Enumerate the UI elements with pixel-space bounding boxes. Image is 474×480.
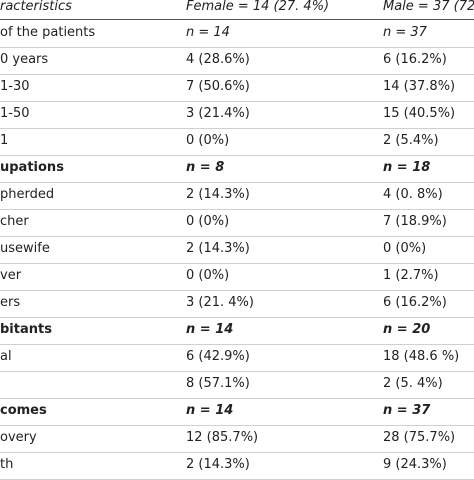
row-value: 18 (48.6 %) — [383, 349, 460, 364]
row-value: 6 (16.2%) — [383, 52, 447, 67]
row-rule — [0, 398, 474, 399]
row-label: of the patients — [0, 25, 96, 40]
header-cell: Female = 14 (27. 4%) — [186, 0, 330, 14]
row-value: 2 (5. 4%) — [383, 376, 443, 391]
row-rule — [0, 425, 474, 426]
row-value: 6 (42.9%) — [186, 349, 250, 364]
row-value: n = 14 — [186, 403, 234, 418]
row-value: n = 14 — [186, 322, 234, 337]
row-label: 1-50 — [0, 106, 30, 121]
row-value: 7 (18.9%) — [383, 214, 447, 229]
row-value: 6 (16.2%) — [383, 295, 447, 310]
row-rule — [0, 317, 474, 318]
row-value: 28 (75.7%) — [383, 430, 456, 445]
row-value: 2 (5.4%) — [383, 133, 439, 148]
row-value: 14 (37.8%) — [383, 79, 456, 94]
row-value: n = 18 — [383, 160, 431, 175]
row-rule — [0, 101, 474, 102]
row-rule — [0, 452, 474, 453]
row-label: usewife — [0, 241, 50, 256]
header-rule — [0, 19, 474, 20]
row-value: 3 (21. 4%) — [186, 295, 254, 310]
row-label: upations — [0, 160, 64, 175]
row-value: 0 (0%) — [186, 133, 230, 148]
row-value: n = 37 — [383, 403, 431, 418]
row-label: ers — [0, 295, 21, 310]
row-label: al — [0, 349, 12, 364]
row-value: 3 (21.4%) — [186, 106, 250, 121]
row-rule — [0, 74, 474, 75]
row-rule — [0, 155, 474, 156]
row-label: th — [0, 457, 14, 472]
header-cell: Male = 37 (72. — [383, 0, 474, 14]
row-label: bitants — [0, 322, 52, 337]
row-value: 4 (0. 8%) — [383, 187, 443, 202]
row-rule — [0, 182, 474, 183]
row-value: 2 (14.3%) — [186, 241, 250, 256]
row-label: pherded — [0, 187, 55, 202]
row-label: 1 — [0, 133, 9, 148]
header-cell: racteristics — [0, 0, 72, 14]
row-value: 4 (28.6%) — [186, 52, 250, 67]
row-value: 9 (24.3%) — [383, 457, 447, 472]
row-value: 2 (14.3%) — [186, 187, 250, 202]
row-rule — [0, 263, 474, 264]
row-rule — [0, 236, 474, 237]
row-value: n = 8 — [186, 160, 225, 175]
row-value: 1 (2.7%) — [383, 268, 439, 283]
row-rule — [0, 47, 474, 48]
row-rule — [0, 209, 474, 210]
row-value: 8 (57.1%) — [186, 376, 250, 391]
row-rule — [0, 290, 474, 291]
row-value: 0 (0%) — [186, 214, 230, 229]
row-label: cher — [0, 214, 29, 229]
row-value: 0 (0%) — [186, 268, 230, 283]
row-rule — [0, 344, 474, 345]
row-label: comes — [0, 403, 47, 418]
row-value: n = 37 — [383, 25, 427, 40]
row-value: 7 (50.6%) — [186, 79, 250, 94]
row-label: 1-30 — [0, 79, 30, 94]
row-value: n = 20 — [383, 322, 431, 337]
row-rule — [0, 371, 474, 372]
row-value: n = 14 — [186, 25, 230, 40]
row-label: 0 years — [0, 52, 49, 67]
row-label: ver — [0, 268, 22, 283]
row-value: 2 (14.3%) — [186, 457, 250, 472]
row-rule — [0, 128, 474, 129]
row-value: 0 (0%) — [383, 241, 427, 256]
row-value: 12 (85.7%) — [186, 430, 259, 445]
row-label: overy — [0, 430, 37, 445]
row-value: 15 (40.5%) — [383, 106, 456, 121]
